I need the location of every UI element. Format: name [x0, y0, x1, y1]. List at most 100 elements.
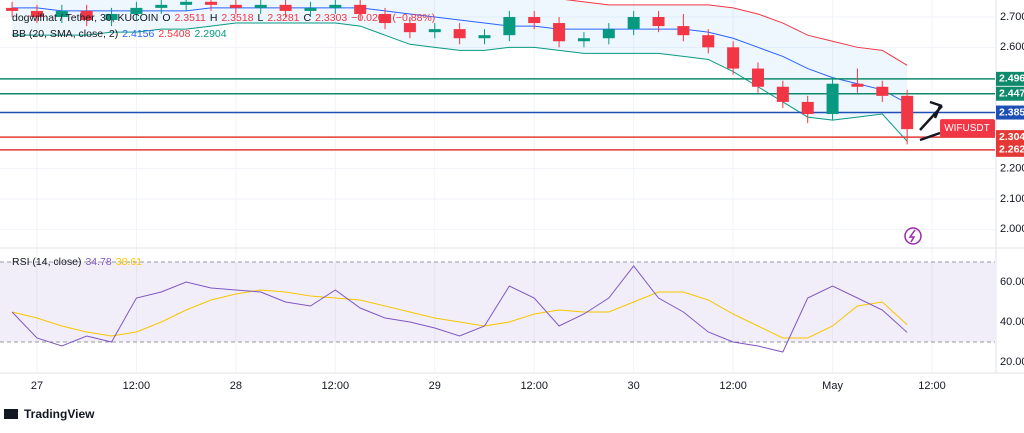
level-tag-box [996, 142, 1024, 157]
arrow-drawing [919, 100, 943, 142]
rsi-line [11, 265, 908, 353]
symbol-tag-label: WIFUSDT [944, 123, 990, 134]
legend-item: BB (20, SMA, close, 2) [12, 28, 118, 40]
alert-icon[interactable] [904, 227, 922, 245]
x-tick-label: 12:00 [322, 380, 350, 392]
candle-body [453, 29, 466, 39]
level-tag-label: 2.262 [999, 144, 1024, 156]
rsi-tick-label: 60.00 [1000, 276, 1024, 288]
level-tag-box [996, 86, 1024, 101]
x-tick-label: 12:00 [918, 380, 946, 392]
legend-row: BB (20, SMA, close, 2) 2.4156 2.5408 2.2904 [12, 28, 227, 40]
candle-body [528, 16, 541, 24]
symbol-tag [940, 119, 995, 138]
candle-body [652, 16, 665, 27]
legend-item: 2.2904 [194, 28, 226, 40]
brand-logo [4, 409, 18, 419]
candle-body [130, 7, 143, 14]
candle-body [180, 1, 193, 5]
level-tag-box [996, 105, 1024, 120]
level-tag: 2.304 [996, 130, 1024, 145]
level-tag: 2.385 [996, 105, 1024, 120]
candle-body [403, 23, 416, 33]
candle-body [428, 29, 441, 33]
legend-item: RSI (14, close) [12, 256, 81, 268]
candle-body [553, 23, 566, 42]
legend-item: 2.3511 [174, 12, 205, 24]
legend-item: −0.0208 (−0.88%) [351, 12, 435, 24]
rsi-tick-label: 40.00 [1000, 316, 1024, 328]
level-tag-box [996, 71, 1024, 86]
candle-body [702, 35, 715, 48]
candle-body [105, 13, 118, 21]
rsi-ma-line [11, 289, 908, 339]
legend-item: dogwifhat / Tether, 30, KUCOIN [12, 12, 158, 24]
candle-body [55, 10, 68, 17]
legend-item: 2.3303 [315, 12, 347, 24]
candle-body [229, 4, 242, 8]
candle-body [801, 101, 814, 115]
legend-item: 2.5408 [158, 28, 190, 40]
candle-body [205, 1, 218, 5]
legend-item: O [162, 12, 170, 24]
candle-body [751, 68, 764, 87]
brand: TradingView [24, 407, 95, 421]
rsi-pane [0, 261, 995, 353]
level-tag: 2.447 [996, 86, 1024, 101]
legend-item: L [258, 12, 264, 24]
legend-item: C [304, 12, 312, 24]
candle-body [354, 4, 367, 14]
candle-body [379, 13, 392, 24]
candle-body [776, 86, 789, 102]
y-tick-label: 2.000 [1000, 223, 1024, 235]
x-tick-label: 12:00 [123, 380, 151, 392]
alert-bolt [908, 229, 916, 243]
y-tick-label: 2.200 [1000, 163, 1024, 175]
candle-body [826, 83, 839, 115]
legend-item: 34.78 [85, 256, 111, 268]
candle-body [627, 16, 640, 30]
legend-row: RSI (14, close) 34.78 38.61 [12, 256, 142, 268]
legend-row: dogwifhat / Tether, 30, KUCOIN O 2.3511 H 2.… [12, 12, 435, 24]
candle-body [304, 7, 317, 11]
candle-body [851, 83, 864, 87]
level-tag: 2.496 [996, 71, 1024, 86]
candle-body [602, 29, 615, 39]
candle-body [478, 35, 491, 39]
candle-body [30, 10, 43, 17]
candle-body [254, 4, 267, 8]
legend-item: H [210, 12, 218, 24]
axes: 27 12:00 28 12:00 29 12:00 30 12:00 May 12:00 2.70… [0, 0, 1024, 392]
x-tick-label: 28 [230, 380, 242, 392]
legend-item: 2.3281 [267, 12, 299, 24]
legend-item: 38.61 [116, 256, 142, 268]
x-tick-label: 12:00 [520, 380, 548, 392]
legend-item: 2.4156 [122, 28, 154, 40]
candle-body [279, 4, 292, 11]
candle-body [901, 95, 914, 130]
y-tick-label: 2.700 [1000, 11, 1024, 23]
y-tick-label: 2.600 [1000, 41, 1024, 53]
level-tag: 2.262 [996, 142, 1024, 157]
rsi-tick-label: 20.00 [1000, 356, 1024, 368]
level-tag-label: 2.304 [999, 131, 1024, 143]
x-tick-label: 27 [31, 380, 43, 392]
candle-body [677, 26, 690, 36]
candle-body [80, 10, 93, 21]
candle-body [876, 86, 889, 96]
level-tag-label: 2.496 [999, 73, 1024, 85]
x-tick-label: 30 [628, 380, 640, 392]
level-tag-label: 2.385 [999, 106, 1024, 118]
candle-body [503, 16, 516, 36]
bb-upper [564, 0, 908, 66]
x-tick-label: 29 [429, 380, 441, 392]
candle-body [329, 4, 342, 8]
candle-body [727, 47, 740, 69]
x-tick-label: May [822, 380, 843, 392]
legend: dogwifhat / Tether, 30, KUCOIN O 2.3511 H 2.… [12, 12, 435, 268]
candle-body [577, 38, 590, 42]
x-tick-label: 12:00 [719, 380, 747, 392]
candle-body [6, 7, 19, 11]
level-tag-box [996, 130, 1024, 145]
